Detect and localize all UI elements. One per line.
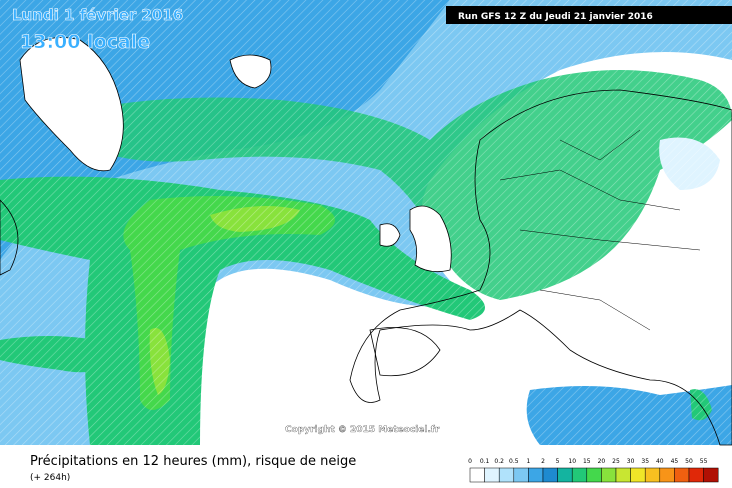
legend-label: 0.2 [494, 458, 504, 465]
legend-swatch [542, 467, 558, 483]
legend-label: 0.5 [509, 458, 519, 465]
legend-label: 15 [583, 458, 591, 465]
legend-label: 0.1 [480, 458, 490, 465]
legend-label: 30 [627, 458, 635, 465]
legend-label: 55 [700, 458, 708, 465]
legend-swatch [498, 467, 515, 483]
coastlines [0, 37, 732, 446]
legend-label: 0 [468, 458, 472, 465]
legend-swatch [513, 467, 529, 483]
legend-swatch [601, 467, 617, 483]
legend-swatch [586, 467, 602, 483]
copyright: Copyright © 2015 Meteociel.fr [285, 425, 440, 435]
legend-label: 2 [541, 458, 545, 465]
forecast-time: 13:00 locale [20, 31, 150, 53]
run-banner [446, 6, 732, 24]
legend-swatch [630, 467, 646, 483]
legend-label: 1 [526, 458, 530, 465]
legend-label: 25 [612, 458, 620, 465]
caption: Précipitations en 12 heures (mm), risque… [30, 454, 356, 469]
forecast-date: Lundi 1 février 2016 [12, 6, 183, 24]
legend-swatch [688, 467, 704, 483]
legend-label: 35 [641, 458, 649, 465]
legend-swatch [615, 467, 631, 483]
legend-label: 5 [556, 458, 560, 465]
legend-label: 45 [671, 458, 679, 465]
legend-swatch [644, 467, 661, 483]
legend-swatch [484, 467, 500, 483]
precip-field [0, 0, 732, 445]
legend-swatch [557, 467, 573, 483]
legend-swatch [469, 467, 485, 483]
legend-swatch [571, 467, 588, 483]
legend-label: 20 [598, 458, 606, 465]
legend-swatch [659, 467, 675, 483]
lead-time: (+ 264h) [30, 473, 70, 483]
legend: 0 0.1 0.2 0.5 1 2 5 10 15 20 25 30 35 40 45 50 55 [468, 458, 719, 483]
legend-label: 50 [685, 458, 693, 465]
run-info: Run GFS 12 Z du Jeudi 21 janvier 2016 [458, 12, 653, 22]
legend-swatch [703, 467, 719, 483]
legend-label: 10 [568, 458, 576, 465]
legend-swatch [528, 467, 544, 483]
legend-swatch [674, 467, 690, 483]
legend-label: 40 [656, 458, 664, 465]
